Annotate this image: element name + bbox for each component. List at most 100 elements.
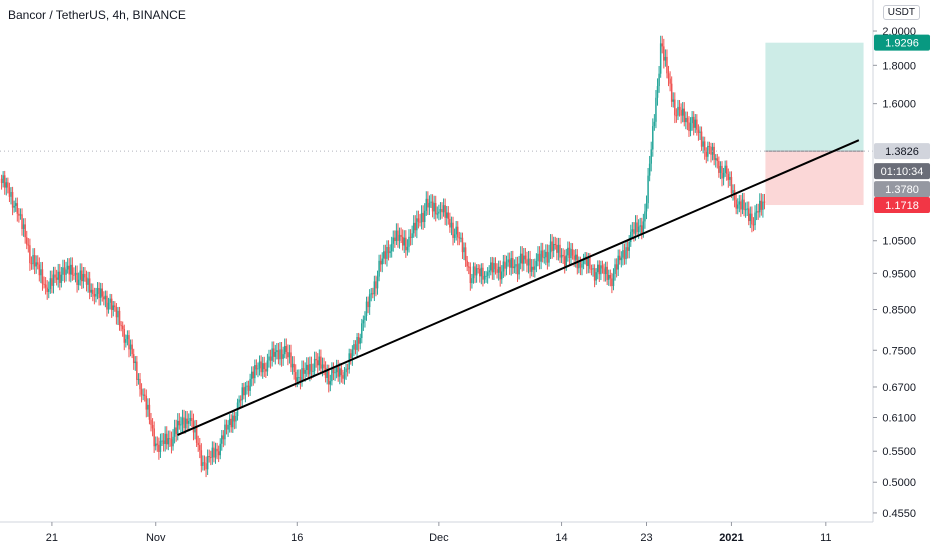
candle-body xyxy=(620,257,623,261)
candle-body xyxy=(759,200,761,213)
candle-body xyxy=(543,257,546,259)
candle-body xyxy=(598,264,601,275)
candle-body xyxy=(444,205,446,218)
candle-body xyxy=(128,335,130,350)
candle-body xyxy=(106,295,108,310)
candle-body xyxy=(318,356,321,366)
candle-body xyxy=(714,158,717,160)
candle-body xyxy=(99,288,102,298)
candle-body xyxy=(51,278,53,286)
candle-body xyxy=(189,417,192,421)
candle-body xyxy=(641,225,643,233)
candle-body xyxy=(477,268,479,270)
candle-body xyxy=(735,199,737,209)
candle-body xyxy=(112,305,115,310)
candle-body xyxy=(716,158,719,162)
candle-body xyxy=(33,255,36,267)
candle-body xyxy=(74,272,77,275)
candle-body xyxy=(213,447,215,458)
candle-body xyxy=(563,256,566,267)
candle-body xyxy=(206,456,209,470)
y-tick-label: 0.5000 xyxy=(882,477,916,489)
candle-body xyxy=(634,222,637,234)
candle-body xyxy=(30,263,33,265)
candle-body xyxy=(63,267,66,275)
candle-body xyxy=(395,230,398,242)
candle-body xyxy=(214,448,217,458)
candle-body xyxy=(505,262,508,269)
candle-body xyxy=(516,264,519,275)
candle-body xyxy=(40,269,42,276)
candle-body xyxy=(458,237,461,239)
candle-body xyxy=(252,371,255,379)
candle-body xyxy=(639,225,641,227)
candle-body xyxy=(589,257,591,269)
candle-body xyxy=(324,367,327,378)
candle-body xyxy=(151,424,154,429)
candle-body xyxy=(357,337,360,344)
candle-body xyxy=(479,268,481,277)
candle-body xyxy=(71,264,74,275)
candle-body xyxy=(696,119,698,130)
candle-body xyxy=(565,255,568,267)
candle-body xyxy=(738,201,741,205)
candle-body xyxy=(310,364,313,372)
candle-body xyxy=(346,368,349,370)
candle-body xyxy=(125,339,127,343)
y-tick-label: 1.6000 xyxy=(882,99,916,111)
candle-body xyxy=(227,424,229,430)
candle-body xyxy=(365,301,368,316)
candle-body xyxy=(571,249,574,256)
candle-body xyxy=(126,335,129,340)
candle-body xyxy=(725,165,728,174)
candle-body xyxy=(438,211,440,214)
candle-body xyxy=(397,230,399,241)
candle-body xyxy=(521,253,523,264)
candle-body xyxy=(556,244,558,253)
entry-price-label-bg xyxy=(874,143,930,160)
candle-body xyxy=(208,456,210,458)
candle-body xyxy=(222,435,225,440)
currency-button[interactable]: USDT xyxy=(882,5,920,20)
candle-body xyxy=(285,346,288,353)
candle-body xyxy=(713,146,715,160)
candle-body xyxy=(628,242,630,251)
candle-body xyxy=(601,265,604,269)
candle-body xyxy=(604,266,607,275)
candle-body xyxy=(537,253,539,261)
y-tick-label: 0.4550 xyxy=(882,508,916,520)
candle-body xyxy=(339,368,341,377)
candle-body xyxy=(60,274,63,283)
candle-body xyxy=(663,46,665,61)
candle-body xyxy=(353,344,355,350)
candle-body xyxy=(700,131,703,147)
candle-body xyxy=(631,229,634,232)
candle-body xyxy=(85,277,88,285)
candle-body xyxy=(523,255,525,264)
candle-body xyxy=(430,201,432,203)
candle-body xyxy=(219,443,221,456)
candle-body xyxy=(301,368,303,383)
candle-body xyxy=(689,123,692,132)
candle-body xyxy=(38,264,41,276)
candle-body xyxy=(414,222,417,231)
candle-body xyxy=(167,438,170,445)
candle-body xyxy=(342,375,344,379)
candle-body xyxy=(608,275,610,280)
y-tick-label: 0.5500 xyxy=(882,446,916,458)
candle-body xyxy=(109,298,111,303)
candle-body xyxy=(705,151,708,157)
candle-body xyxy=(587,257,590,267)
candle-body xyxy=(228,418,231,425)
candle-body xyxy=(114,305,116,308)
candle-body xyxy=(655,97,657,122)
candle-body xyxy=(210,457,212,459)
candle-body xyxy=(548,252,550,263)
candle-body xyxy=(612,273,615,287)
candle-body xyxy=(170,439,173,447)
candle-body xyxy=(431,201,434,212)
candle-body xyxy=(367,301,369,308)
candle-body xyxy=(502,261,505,272)
candle-body xyxy=(541,250,544,258)
candle-body xyxy=(326,371,328,378)
